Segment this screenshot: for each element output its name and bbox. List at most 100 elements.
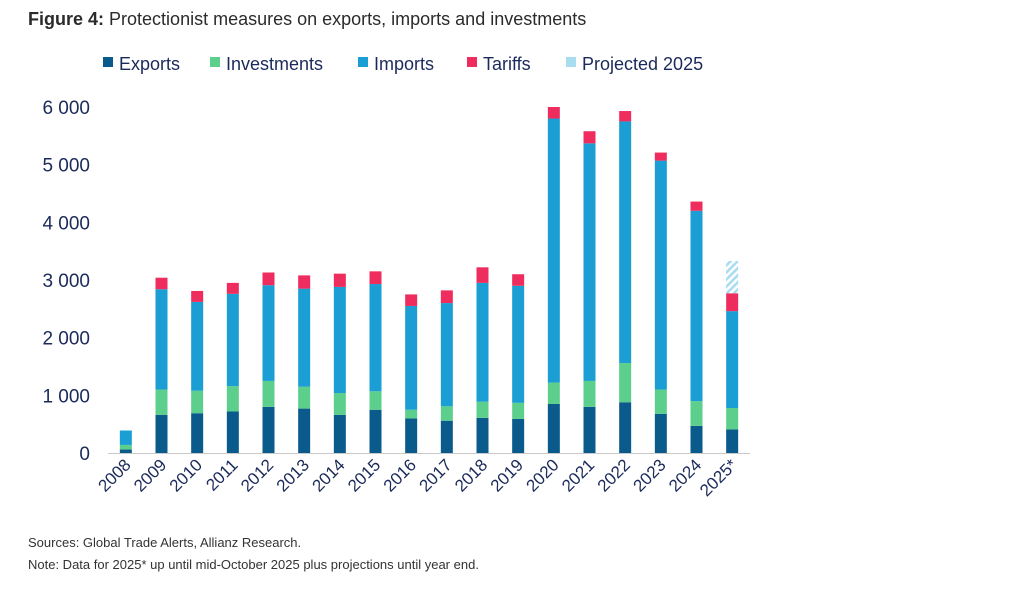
x-axis: 2008200920102011201220132014201520162017… — [94, 453, 750, 500]
bar-exports-2016 — [405, 418, 418, 453]
x-tick-label: 2015 — [344, 455, 384, 495]
bar-investments-2020 — [547, 382, 560, 404]
legend-label-tariffs: Tariffs — [483, 54, 531, 74]
bar-tariffs-2013 — [298, 275, 311, 289]
bar-investments-2025 — [726, 408, 739, 430]
bar-tariffs-2025 — [726, 293, 739, 312]
bar-tariffs-2023 — [654, 152, 667, 161]
bar-exports-2024 — [690, 425, 703, 453]
bar-imports-2010 — [191, 301, 204, 391]
legend-label-projected-2025: Projected 2025 — [582, 54, 703, 74]
bar-exports-2014 — [333, 414, 346, 453]
bar-exports-2020 — [547, 403, 560, 453]
bar-investments-2015 — [369, 391, 382, 410]
y-tick-label: 5 000 — [42, 156, 90, 177]
bar-investments-2009 — [155, 389, 168, 415]
stacked-bar-chart: Exports Investments Imports Tariffs Projecte… — [42, 54, 750, 500]
y-tick-label: 1 000 — [42, 386, 90, 407]
x-tick-label: 2022 — [594, 455, 634, 495]
bar-tariffs-2017 — [440, 290, 453, 304]
x-tick-label: 2016 — [380, 455, 420, 495]
legend-label-exports: Exports — [119, 54, 180, 74]
bar-exports-2021 — [583, 406, 596, 453]
bar-imports-2008 — [119, 430, 132, 445]
bar-investments-2021 — [583, 380, 596, 407]
bar-investments-2017 — [440, 406, 453, 421]
figure-title: Protectionist measures on exports, impor… — [109, 9, 587, 29]
bar-imports-2022 — [619, 121, 632, 364]
bar-exports-2023 — [654, 413, 667, 453]
bar-imports-2009 — [155, 289, 168, 390]
x-tick-label: 2013 — [273, 455, 313, 495]
chart-title: Figure 4: Protectionist measures on expo… — [28, 9, 586, 30]
bar-imports-2021 — [583, 143, 596, 381]
bar-investments-2013 — [298, 386, 311, 409]
x-tick-label: 2014 — [308, 455, 348, 495]
bar-tariffs-2024 — [690, 201, 703, 211]
bar-investments-2014 — [333, 393, 346, 415]
x-tick-label: 2021 — [558, 455, 598, 495]
bar-imports-2020 — [547, 118, 560, 383]
legend: Exports Investments Imports Tariffs Projecte… — [103, 54, 703, 74]
y-tick-label: 6 000 — [42, 98, 90, 119]
bar-imports-2017 — [440, 303, 453, 407]
bar-exports-2011 — [226, 411, 239, 453]
bar-tariffs-2016 — [405, 294, 418, 306]
y-tick-label: 4 000 — [42, 213, 90, 234]
bar-investments-2012 — [262, 380, 275, 407]
bar-tariffs-2018 — [476, 267, 489, 283]
bar-exports-2025 — [726, 429, 739, 453]
bar-imports-2012 — [262, 285, 275, 381]
y-tick-label: 0 — [79, 444, 90, 465]
x-tick-label: 2010 — [166, 455, 206, 495]
data-note: Note: Data for 2025* up until mid-Octobe… — [28, 557, 479, 572]
bar-investments-2008 — [119, 444, 132, 450]
bar-investments-2019 — [512, 402, 525, 419]
bar-tariffs-2020 — [547, 107, 560, 119]
x-tick-label: 2019 — [487, 455, 527, 495]
y-axis: 0 1 000 2 000 3 000 4 000 5 000 6 000 — [42, 98, 90, 465]
bar-exports-2010 — [191, 413, 204, 453]
bar-imports-2023 — [654, 160, 667, 390]
bar-investments-2023 — [654, 389, 667, 414]
bar-imports-2019 — [512, 285, 525, 403]
bar-tariffs-2022 — [619, 111, 632, 122]
bar-imports-2024 — [690, 210, 703, 402]
x-tick-label: 2025* — [696, 455, 741, 500]
bar-exports-2009 — [155, 414, 168, 453]
legend-swatch-imports — [358, 57, 368, 67]
x-tick-label: 2008 — [94, 455, 134, 495]
bar-projected-2025-2025 — [726, 260, 739, 294]
bar-exports-2017 — [440, 420, 453, 453]
bar-tariffs-2021 — [583, 131, 596, 144]
x-tick-label: 2017 — [415, 455, 455, 495]
bar-exports-2019 — [512, 418, 525, 453]
bars — [119, 107, 739, 453]
bar-tariffs-2009 — [155, 277, 168, 290]
bar-imports-2016 — [405, 305, 418, 410]
bar-investments-2016 — [405, 409, 418, 419]
bar-exports-2008 — [119, 449, 132, 453]
legend-swatch-investments — [210, 57, 220, 67]
legend-label-investments: Investments — [226, 54, 323, 74]
x-tick-label: 2020 — [522, 455, 562, 495]
legend-swatch-projected-2025 — [566, 57, 576, 67]
legend-swatch-tariffs — [467, 57, 477, 67]
bar-exports-2013 — [298, 408, 311, 453]
bar-tariffs-2019 — [512, 274, 525, 286]
bar-exports-2018 — [476, 417, 489, 453]
bar-imports-2013 — [298, 288, 311, 387]
legend-swatch-exports — [103, 57, 113, 67]
bar-investments-2024 — [690, 401, 703, 426]
y-tick-label: 2 000 — [42, 329, 90, 350]
bar-imports-2011 — [226, 293, 239, 387]
bar-tariffs-2014 — [333, 273, 346, 287]
figure-label: Figure 4: — [28, 9, 105, 29]
x-tick-label: 2012 — [237, 455, 277, 495]
x-tick-label: 2018 — [451, 455, 491, 495]
bar-investments-2011 — [226, 386, 239, 412]
bar-tariffs-2011 — [226, 282, 239, 294]
sources-note: Sources: Global Trade Alerts, Allianz Re… — [28, 535, 302, 550]
bar-exports-2022 — [619, 402, 632, 453]
bar-investments-2022 — [619, 363, 632, 403]
